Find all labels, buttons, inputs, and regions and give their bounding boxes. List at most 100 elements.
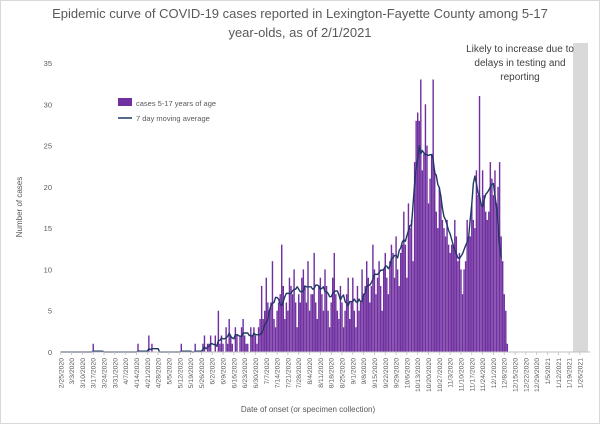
x-tick-label: 12/15/2020 xyxy=(513,358,520,392)
case-bar xyxy=(413,162,416,352)
case-bar xyxy=(305,302,308,352)
case-bar xyxy=(386,277,388,352)
x-tick-label: 6/2/2020 xyxy=(210,358,217,385)
x-tick-label: 12/8/2020 xyxy=(502,358,509,388)
legend-label-cases: cases 5-17 years of age xyxy=(136,99,216,108)
case-bar xyxy=(483,195,485,352)
case-bar xyxy=(339,285,342,352)
y-tick-label: 5 xyxy=(48,307,52,316)
case-bar xyxy=(501,261,504,352)
case-bar xyxy=(301,277,303,352)
case-bar xyxy=(315,302,317,352)
case-bar xyxy=(421,170,424,352)
x-tick-label: 3/31/2020 xyxy=(112,358,119,388)
case-bar xyxy=(390,244,393,352)
case-bar xyxy=(433,170,436,352)
case-bar xyxy=(410,219,413,352)
case-bar xyxy=(296,327,298,352)
case-bar xyxy=(310,294,312,352)
case-bar xyxy=(378,261,380,352)
y-tick-label: 35 xyxy=(44,59,52,68)
x-tick-label: 9/15/2020 xyxy=(372,358,379,388)
x-tick-label: 10/20/2020 xyxy=(426,358,433,392)
case-bar xyxy=(481,170,484,352)
case-bar xyxy=(362,294,365,352)
x-tick-label: 6/16/2020 xyxy=(231,358,238,388)
x-tick-label: 4/21/2020 xyxy=(145,358,152,388)
case-bar xyxy=(148,335,150,352)
annotation-line: reporting xyxy=(500,72,539,83)
x-tick-label: 8/11/2020 xyxy=(318,358,325,388)
case-bar xyxy=(495,203,498,352)
x-tick-label: 10/27/2020 xyxy=(437,358,444,392)
x-tick-label: 3/10/2020 xyxy=(80,358,87,388)
case-bar xyxy=(372,244,374,352)
case-bar xyxy=(308,310,311,352)
case-bar xyxy=(492,195,495,352)
case-bar xyxy=(217,310,220,352)
x-tick-label: 12/29/2020 xyxy=(534,358,541,392)
case-bar xyxy=(389,261,391,352)
case-bar xyxy=(404,244,407,352)
case-bar xyxy=(366,261,368,352)
x-tick-label: 10/6/2020 xyxy=(404,358,411,388)
case-bar xyxy=(330,302,332,352)
case-bar xyxy=(268,310,271,352)
case-bar xyxy=(341,302,343,352)
case-bar xyxy=(302,269,305,352)
case-bar xyxy=(450,244,453,352)
x-tick-label: 11/3/2020 xyxy=(448,358,455,388)
case-bar xyxy=(420,79,422,352)
case-bar xyxy=(335,294,337,352)
x-tick-label: 6/9/2020 xyxy=(221,358,228,385)
case-bar xyxy=(406,277,408,352)
x-tick-label: 8/18/2020 xyxy=(329,358,336,388)
x-tick-label: 1/12/2021 xyxy=(556,358,563,388)
case-bar xyxy=(356,285,359,352)
case-bar xyxy=(444,236,447,352)
case-bar xyxy=(457,261,459,352)
case-bar xyxy=(494,170,496,352)
case-bar xyxy=(273,318,275,352)
x-tick-label: 7/21/2020 xyxy=(285,358,292,388)
case-bar xyxy=(319,277,322,352)
case-bar xyxy=(324,269,326,352)
case-bar xyxy=(355,327,357,352)
case-bar xyxy=(361,269,363,352)
case-bar xyxy=(281,244,283,352)
case-bar xyxy=(441,219,444,352)
case-bar xyxy=(400,252,402,352)
case-bar xyxy=(424,104,427,353)
legend-swatch-cases xyxy=(118,98,132,106)
case-bar xyxy=(203,335,206,352)
case-bar xyxy=(460,269,462,352)
case-bar xyxy=(467,236,470,352)
case-bar xyxy=(437,228,439,352)
y-tick-label: 0 xyxy=(48,348,52,357)
case-bar xyxy=(287,310,289,352)
y-tick-label: 25 xyxy=(44,142,52,151)
case-bar xyxy=(443,228,445,352)
case-bar xyxy=(311,294,314,352)
case-bar xyxy=(475,170,478,352)
case-bar xyxy=(352,277,354,352)
case-bar xyxy=(350,302,352,352)
x-tick-label: 4/14/2020 xyxy=(134,358,141,388)
case-bar xyxy=(267,302,269,352)
x-tick-label: 1/19/2021 xyxy=(567,358,574,388)
x-tick-label: 3/24/2020 xyxy=(102,358,109,388)
case-bar xyxy=(387,294,390,352)
case-bar xyxy=(260,285,263,352)
case-bar xyxy=(440,195,442,352)
x-tick-label: 5/19/2020 xyxy=(188,358,195,388)
y-tick-label: 20 xyxy=(44,183,52,192)
x-tick-label: 11/10/2020 xyxy=(458,358,465,392)
case-bar xyxy=(288,277,291,352)
case-bar xyxy=(435,211,437,352)
case-bar xyxy=(376,277,379,352)
case-bar xyxy=(180,343,183,352)
x-tick-label: 1/5/2021 xyxy=(545,358,552,385)
x-tick-label: 6/23/2020 xyxy=(242,358,249,388)
case-bar xyxy=(367,277,369,352)
